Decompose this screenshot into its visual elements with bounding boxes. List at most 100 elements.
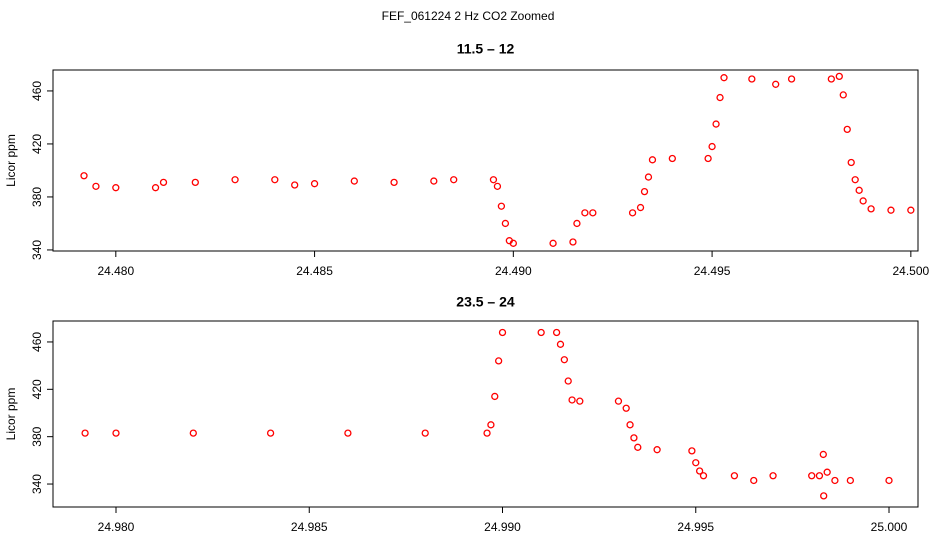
x-tick-label: 24.495	[694, 264, 731, 278]
data-point	[487, 421, 495, 429]
data-point	[501, 219, 510, 228]
data-point	[772, 80, 780, 88]
data-point	[81, 429, 89, 437]
x-tick-label: 24.990	[484, 520, 521, 534]
data-point	[569, 238, 577, 246]
data-point	[769, 472, 777, 480]
y-axis-label: Licor ppm	[4, 134, 18, 187]
y-tick-label: 460	[30, 81, 44, 101]
data-point	[855, 186, 863, 194]
data-point	[640, 187, 649, 196]
data-point	[823, 468, 831, 476]
data-point	[537, 328, 545, 337]
data-point	[421, 429, 429, 437]
data-point	[614, 397, 623, 405]
data-point	[750, 476, 758, 485]
data-point	[450, 176, 458, 184]
data-point	[887, 206, 895, 214]
y-axis-label: Licor ppm	[4, 388, 18, 441]
data-point	[699, 472, 708, 480]
data-point	[549, 239, 557, 247]
x-tick-label: 24.980	[98, 520, 135, 534]
x-tick-label: 24.500	[892, 264, 929, 278]
y-tick-label: 420	[30, 379, 44, 399]
data-point	[576, 397, 584, 405]
y-tick-label: 340	[30, 474, 44, 494]
data-point	[191, 178, 199, 187]
data-point	[622, 404, 630, 412]
data-point	[430, 177, 438, 185]
data-point	[653, 446, 661, 454]
data-point	[497, 202, 506, 210]
data-point	[498, 328, 507, 337]
data-point	[390, 178, 398, 187]
data-point	[564, 377, 572, 385]
data-point	[489, 176, 498, 184]
data-point	[573, 219, 581, 228]
data-point	[291, 181, 299, 189]
panel-title: 23.5 – 24	[456, 294, 515, 310]
y-tick-label: 380	[30, 187, 44, 207]
data-point	[581, 209, 589, 217]
data-point	[636, 203, 645, 212]
data-point	[708, 142, 716, 151]
data-point	[688, 447, 696, 455]
data-point	[820, 492, 828, 500]
plot-frame	[52, 320, 919, 508]
data-point	[589, 209, 597, 217]
data-point	[344, 429, 352, 437]
data-point	[867, 205, 875, 213]
data-point	[310, 180, 319, 188]
y-tick-label: 420	[30, 134, 44, 154]
data-point	[885, 476, 893, 485]
data-point	[843, 125, 851, 134]
data-point	[271, 176, 279, 184]
data-point	[483, 429, 491, 437]
data-point	[716, 93, 724, 102]
data-point	[815, 472, 824, 480]
data-point	[189, 429, 197, 437]
data-point	[748, 75, 756, 83]
data-point	[644, 173, 653, 181]
data-point	[560, 356, 568, 364]
data-point	[159, 178, 168, 187]
data-point	[626, 421, 634, 429]
data-point	[712, 120, 720, 128]
data-point	[846, 476, 855, 485]
data-point	[92, 182, 100, 190]
data-point	[787, 75, 796, 83]
data-point	[630, 434, 638, 442]
data-point	[695, 467, 704, 475]
data-point	[720, 74, 728, 82]
data-point	[552, 328, 561, 337]
data-point	[80, 172, 88, 180]
data-point	[350, 177, 358, 185]
data-point	[831, 476, 839, 485]
data-point	[509, 239, 517, 247]
data-point	[827, 75, 835, 83]
data-point	[112, 184, 120, 192]
data-point	[847, 158, 855, 167]
panel-title: 11.5 – 12	[457, 41, 515, 57]
data-point	[493, 182, 502, 190]
data-point	[808, 472, 816, 480]
data-point	[839, 91, 847, 99]
data-point	[556, 340, 565, 348]
data-point	[628, 209, 637, 217]
figure-title: FEF_061224 2 Hz CO2 Zoomed	[382, 9, 555, 23]
x-tick-label: 24.485	[296, 264, 333, 278]
plot-frame	[52, 69, 919, 252]
x-tick-label: 24.985	[291, 520, 328, 534]
data-point	[859, 197, 867, 205]
data-point	[494, 357, 503, 365]
data-point	[151, 184, 160, 192]
data-point	[568, 396, 576, 404]
data-point	[704, 154, 712, 163]
data-point	[730, 472, 739, 480]
x-tick-label: 24.490	[495, 264, 532, 278]
y-tick-label: 340	[30, 240, 44, 260]
data-point	[907, 206, 915, 214]
data-point	[835, 72, 843, 81]
